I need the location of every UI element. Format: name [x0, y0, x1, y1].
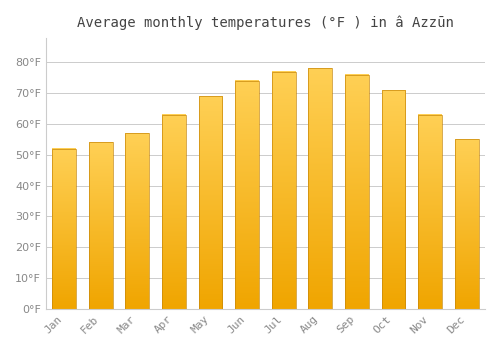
Bar: [308, 68, 332, 309]
Bar: [345, 75, 369, 309]
Title: Average monthly temperatures (°F ) in â Azzūn: Average monthly temperatures (°F ) in â …: [77, 15, 454, 29]
Bar: [382, 90, 406, 309]
Bar: [455, 139, 478, 309]
Bar: [126, 133, 149, 309]
Bar: [52, 148, 76, 309]
Bar: [162, 115, 186, 309]
Bar: [89, 142, 112, 309]
Bar: [418, 115, 442, 309]
Bar: [235, 81, 259, 309]
Bar: [272, 71, 295, 309]
Bar: [198, 96, 222, 309]
